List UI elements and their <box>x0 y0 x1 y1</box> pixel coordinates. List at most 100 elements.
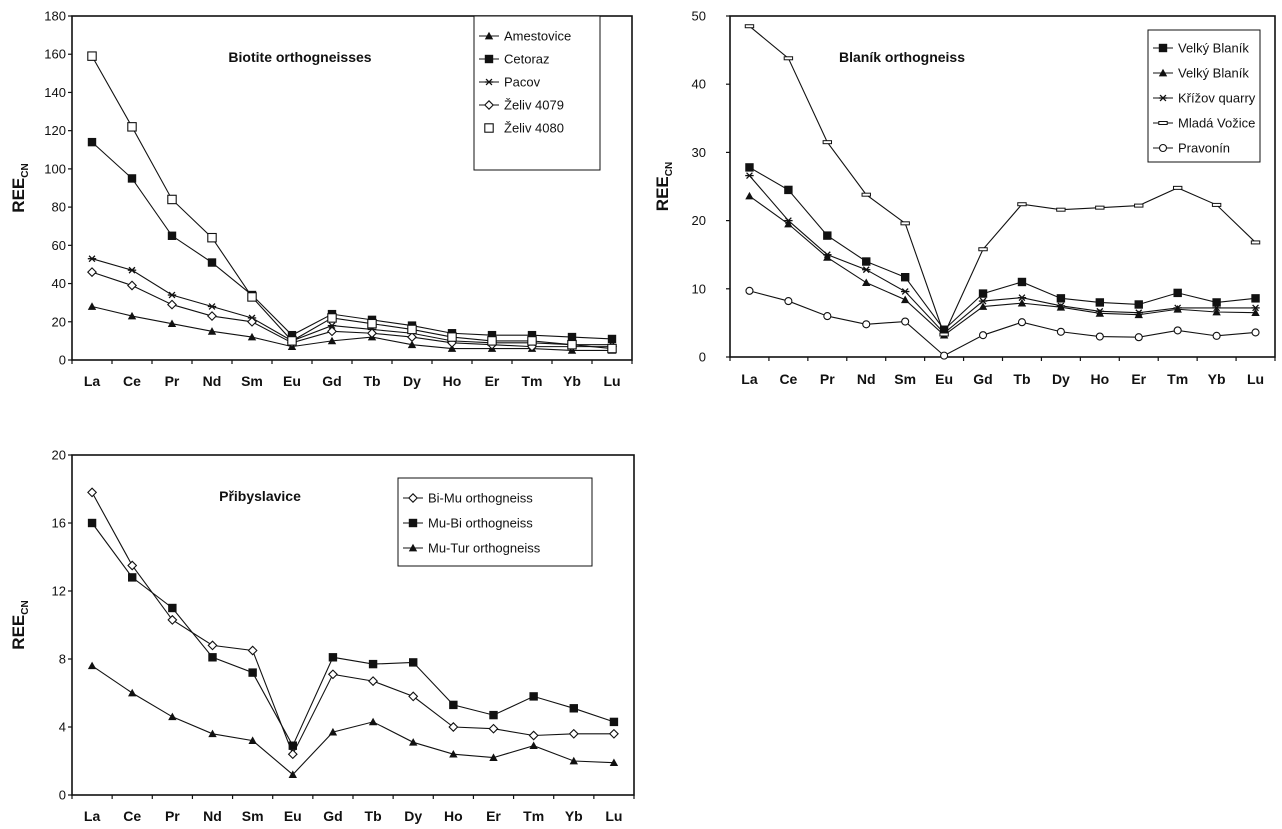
series-line <box>749 166 1256 331</box>
data-point <box>87 487 98 498</box>
x-tick-label: Pr <box>820 371 835 387</box>
x-tick-label: Ce <box>123 373 141 389</box>
data-point <box>745 163 754 172</box>
data-point <box>1134 203 1144 208</box>
data-point <box>609 758 619 767</box>
data-point <box>368 676 379 687</box>
data-point <box>745 286 754 295</box>
data-point <box>1211 202 1222 207</box>
x-tick-label: Dy <box>404 808 422 824</box>
y-tick-label: 12 <box>52 584 66 599</box>
data-point <box>207 258 217 267</box>
data-point <box>87 302 97 310</box>
data-point <box>208 653 217 662</box>
series-2 <box>87 518 619 750</box>
x-tick-label: Gd <box>322 373 341 389</box>
y-tick-label: 30 <box>692 145 706 160</box>
data-point <box>167 319 177 328</box>
data-point <box>823 231 832 240</box>
legend-item: Křížov quarry <box>1153 91 1256 106</box>
x-tick-label: Tm <box>1167 371 1188 387</box>
data-point <box>1017 298 1027 307</box>
y-tick-label: 0 <box>59 353 66 368</box>
legend-marker <box>1158 94 1168 102</box>
x-tick-label: Pr <box>165 808 180 824</box>
data-point <box>367 318 377 329</box>
legend-item: Amestovice <box>479 29 571 44</box>
x-tick-label: Tb <box>1013 371 1030 387</box>
data-point <box>407 332 417 343</box>
legend-item: Cetoraz <box>479 52 550 67</box>
x-tick-label: La <box>741 371 758 387</box>
y-axis-label: REECN <box>9 600 31 649</box>
legend-item: Mladá Vožice <box>1153 116 1255 131</box>
x-tick-label: La <box>84 373 101 389</box>
legend-label: Pacov <box>504 75 541 90</box>
data-point <box>529 692 538 701</box>
y-axis-label-subscript: CN <box>20 600 31 614</box>
data-point <box>328 727 338 736</box>
data-point <box>247 316 257 327</box>
series-line <box>749 25 1256 336</box>
data-point <box>367 328 377 339</box>
x-tick-label: Sm <box>894 371 916 387</box>
series-line <box>749 290 1256 357</box>
series-line <box>91 665 614 776</box>
data-point <box>328 653 338 662</box>
legend: Bi-Mu orthogneiss Mu-Bi orthogneiss Mu-Tur… <box>397 477 593 567</box>
data-point <box>287 330 297 340</box>
legend-marker <box>484 100 494 110</box>
legend-label: Mu-Bi orthogneiss <box>428 516 533 531</box>
data-point <box>1017 318 1027 327</box>
series-line <box>749 195 1256 336</box>
data-point <box>207 303 217 310</box>
data-point <box>327 322 337 329</box>
data-point <box>1173 305 1182 313</box>
data-point <box>978 297 988 305</box>
x-tick-label: Tm <box>522 373 543 389</box>
y-tick-label: 180 <box>44 9 66 24</box>
series-4 <box>744 24 1261 337</box>
data-point <box>900 295 910 304</box>
series-5 <box>745 286 1260 360</box>
y-tick-label: 140 <box>44 85 66 100</box>
y-axis-label-subscript: CN <box>664 162 675 176</box>
data-point <box>487 330 497 340</box>
series-line <box>91 492 614 756</box>
y-tick-label: 160 <box>44 47 66 62</box>
data-point <box>287 336 297 346</box>
data-point <box>784 297 793 306</box>
data-point <box>128 573 137 582</box>
data-point <box>448 722 459 732</box>
legend-item: Velký Blaník <box>1153 41 1249 56</box>
legend-marker <box>1158 43 1168 53</box>
data-point <box>1250 240 1261 245</box>
data-point <box>609 717 619 727</box>
data-point <box>87 51 97 61</box>
legend-box <box>473 15 601 171</box>
data-point <box>1017 202 1027 207</box>
data-point <box>1095 332 1104 341</box>
data-point <box>900 221 910 226</box>
y-tick-label: 16 <box>52 516 66 531</box>
data-point <box>288 741 297 750</box>
series-line <box>91 305 612 351</box>
data-point <box>567 332 577 342</box>
data-point <box>288 770 297 778</box>
x-tick-label: Gd <box>973 371 992 387</box>
data-point <box>247 332 257 341</box>
data-point <box>784 185 793 195</box>
legend-label: Pravonín <box>1178 141 1230 156</box>
data-point <box>127 560 138 571</box>
y-tick-label: 20 <box>52 448 66 463</box>
data-point <box>1251 304 1260 312</box>
y-tick-label: 20 <box>692 213 706 228</box>
x-tick-label: Dy <box>1052 371 1070 387</box>
data-point <box>1251 308 1260 317</box>
y-tick-label: 20 <box>52 314 66 329</box>
data-point <box>167 299 177 310</box>
legend-box <box>397 477 593 567</box>
data-point <box>489 753 498 761</box>
data-point <box>527 330 537 340</box>
